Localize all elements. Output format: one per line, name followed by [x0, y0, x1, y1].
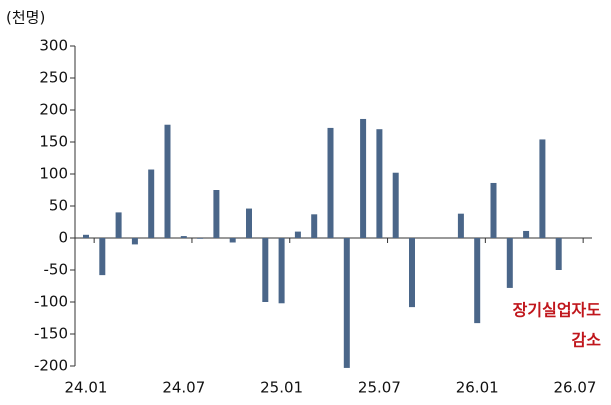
- y-tick-label: -100: [34, 293, 68, 311]
- bar: [474, 238, 481, 324]
- bar: [343, 238, 350, 368]
- y-tick-label: 250: [39, 69, 68, 87]
- x-tick-label: 25.07: [358, 379, 401, 397]
- annotation: 장기실업자도: [513, 301, 602, 320]
- y-tick-label: -50: [44, 261, 69, 279]
- unit-label: (천명): [6, 9, 45, 27]
- y-tick-label: 100: [39, 165, 68, 183]
- y-tick-label: -200: [34, 357, 68, 375]
- bar: [376, 129, 383, 238]
- bar: [148, 169, 155, 238]
- bar: [457, 213, 464, 238]
- bar: [164, 124, 171, 238]
- bar: [278, 238, 285, 304]
- bar: [539, 139, 546, 238]
- bar: [294, 231, 301, 238]
- x-tick-label: 26.07: [554, 379, 597, 397]
- bar: [409, 238, 415, 308]
- y-tick-label: 300: [39, 37, 68, 55]
- y-tick-label: -150: [34, 325, 68, 343]
- bar: [180, 236, 187, 238]
- bar: [523, 230, 530, 238]
- bar: [555, 238, 562, 270]
- bar: [197, 238, 204, 239]
- bar: [131, 238, 138, 245]
- bar: [213, 190, 220, 238]
- y-tick-label: 150: [39, 133, 68, 151]
- bar: [327, 127, 334, 238]
- x-tick-label: 24.01: [65, 379, 108, 397]
- x-tick-label: 24.07: [162, 379, 205, 397]
- bar: [506, 238, 513, 288]
- bar: [246, 208, 252, 238]
- annotation: 감소: [572, 331, 602, 350]
- bar: [490, 182, 497, 238]
- bar: [115, 212, 122, 238]
- x-tick-label: 25.01: [260, 379, 303, 397]
- bar: [99, 238, 106, 276]
- y-tick-label: 50: [49, 197, 68, 215]
- y-tick-label: 200: [39, 101, 68, 119]
- y-tick-label: 0: [58, 229, 68, 247]
- bar: [262, 238, 269, 302]
- bar: [392, 172, 399, 238]
- x-tick-label: 26.01: [456, 379, 499, 397]
- bar: [360, 118, 367, 238]
- bar: [229, 238, 236, 243]
- bar: [311, 214, 318, 238]
- bar: [83, 234, 89, 238]
